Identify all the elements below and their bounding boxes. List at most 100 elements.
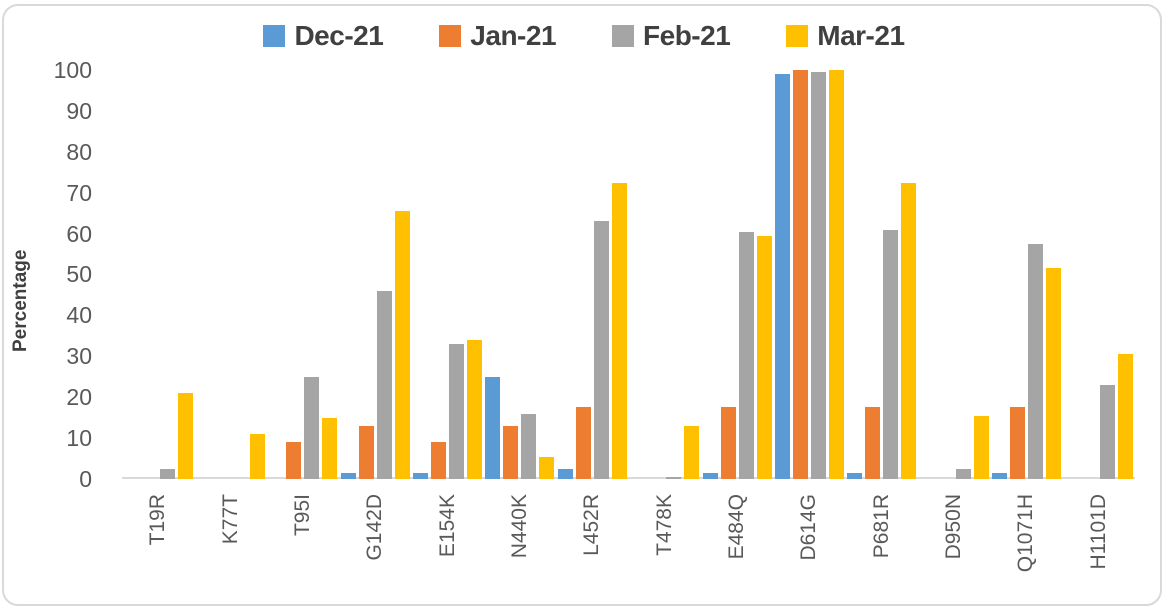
x-category-label: E484Q (725, 494, 749, 560)
x-label-cell: T95I (267, 494, 339, 606)
x-label-cell: E154K (411, 494, 483, 606)
legend-swatch-icon (612, 25, 635, 47)
bar-feb-21-n440k (521, 413, 537, 479)
x-category-label: E154K (435, 494, 459, 558)
bar-group-e484q (701, 70, 773, 479)
x-category-label: T478K (652, 494, 676, 556)
bar-mar-21-d614g (828, 70, 844, 479)
y-tick-label: 10 (66, 425, 92, 452)
y-tick-label: 20 (66, 384, 92, 411)
x-label-cell: Q1071H (990, 494, 1062, 606)
y-tick-label: 80 (66, 138, 92, 165)
bar-mar-21-l452r (611, 182, 627, 479)
bar-mar-21-t95i (322, 417, 338, 479)
x-category-label: Q1071H (1014, 494, 1038, 573)
x-category-label: H1101D (1086, 494, 1110, 570)
bar-mar-21-k77t (250, 434, 266, 479)
x-category-label: N440K (507, 494, 531, 559)
bar-mar-21-q1071h (1045, 268, 1061, 479)
bar-mar-21-p681r (901, 182, 917, 479)
plot-area (122, 70, 1135, 479)
y-tick-label: 90 (66, 97, 92, 124)
x-label-cell: P681R (846, 494, 918, 606)
bar-jan-21-g142d (358, 425, 374, 479)
bar-mar-21-t478k (684, 425, 700, 479)
x-category-label: T19R (146, 494, 170, 546)
y-tick-label: 100 (53, 57, 92, 83)
x-label-cell: K77T (194, 494, 266, 606)
legend-label: Dec-21 (294, 20, 384, 51)
y-tick-label: 50 (66, 261, 92, 288)
bar-groups (122, 70, 1135, 479)
bar-dec-21-l452r (557, 468, 573, 479)
bar-mar-21-e484q (756, 235, 772, 479)
legend-item-jan-21[interactable]: Jan-21 (439, 20, 557, 52)
x-category-label: G142D (363, 494, 387, 561)
x-label-cell: D614G (773, 494, 845, 606)
bar-feb-21-e484q (738, 231, 754, 479)
bar-feb-21-h1101d (1100, 384, 1116, 479)
bar-group-q1071h (990, 70, 1062, 479)
x-label-cell: E484Q (701, 494, 773, 606)
bar-group-l452r (556, 70, 628, 479)
y-axis-tick-labels: 100 90 80 70 60 50 40 30 20 10 0 (28, 56, 92, 493)
bar-jan-21-e484q (720, 407, 736, 479)
bar-mar-21-g142d (394, 211, 410, 479)
bar-group-d614g (773, 70, 845, 479)
x-label-cell: D950N (918, 494, 990, 606)
bar-feb-21-e154k (449, 344, 465, 479)
bar-group-k77t (194, 70, 266, 479)
legend-item-feb-21[interactable]: Feb-21 (612, 20, 731, 52)
bar-mar-21-t19r (177, 393, 193, 479)
bar-jan-21-l452r (575, 407, 591, 479)
legend-swatch-icon (439, 25, 462, 47)
bar-group-t478k (629, 70, 701, 479)
bar-jan-21-q1071h (1009, 407, 1025, 479)
legend-item-mar-21[interactable]: Mar-21 (786, 20, 905, 52)
x-label-cell: T19R (122, 494, 194, 606)
chart-frame (2, 4, 1162, 606)
legend-label: Feb-21 (643, 20, 731, 51)
legend-label: Jan-21 (470, 20, 557, 51)
bar-group-n440k (484, 70, 556, 479)
legend-swatch-icon (263, 25, 286, 47)
bar-dec-21-q1071h (991, 472, 1007, 479)
bar-group-e154k (411, 70, 483, 479)
y-tick-label: 60 (66, 220, 92, 247)
legend-swatch-icon (786, 25, 809, 47)
bar-jan-21-n440k (503, 425, 519, 479)
x-category-label: T95I (290, 494, 314, 537)
bar-dec-21-e154k (413, 472, 429, 479)
bar-mar-21-h1101d (1118, 354, 1134, 479)
bar-dec-21-n440k (485, 376, 501, 479)
legend-item-dec-21[interactable]: Dec-21 (263, 20, 384, 52)
bar-feb-21-t478k (666, 477, 682, 479)
y-tick-label: 0 (79, 465, 92, 492)
bar-feb-21-d950n (955, 468, 971, 479)
x-category-label: K77T (218, 494, 242, 545)
bar-mar-21-e154k (467, 339, 483, 479)
bar-dec-21-p681r (847, 472, 863, 479)
x-axis-line (122, 477, 1135, 479)
y-tick-label: 30 (66, 343, 92, 370)
legend-label: Mar-21 (817, 20, 905, 51)
x-label-cell: H1101D (1063, 494, 1135, 606)
bar-feb-21-g142d (376, 290, 392, 479)
bar-group-t19r (122, 70, 194, 479)
bar-feb-21-l452r (593, 221, 609, 479)
x-label-cell: G142D (339, 494, 411, 606)
bar-feb-21-d614g (810, 72, 826, 479)
x-category-label: D950N (942, 494, 966, 560)
x-label-cell: T478K (629, 494, 701, 606)
bar-jan-21-d614g (792, 70, 808, 479)
chart-legend: Dec-21 Jan-21 Feb-21 Mar-21 (0, 20, 1168, 52)
bar-group-p681r (846, 70, 918, 479)
bar-group-h1101d (1063, 70, 1135, 479)
bar-jan-21-e154k (431, 442, 447, 479)
y-tick-label: 70 (66, 179, 92, 206)
y-tick-label: 40 (66, 302, 92, 329)
bar-group-d950n (918, 70, 990, 479)
bar-feb-21-q1071h (1027, 243, 1043, 479)
x-category-label: D614G (797, 494, 821, 561)
bar-dec-21-e484q (702, 472, 718, 479)
